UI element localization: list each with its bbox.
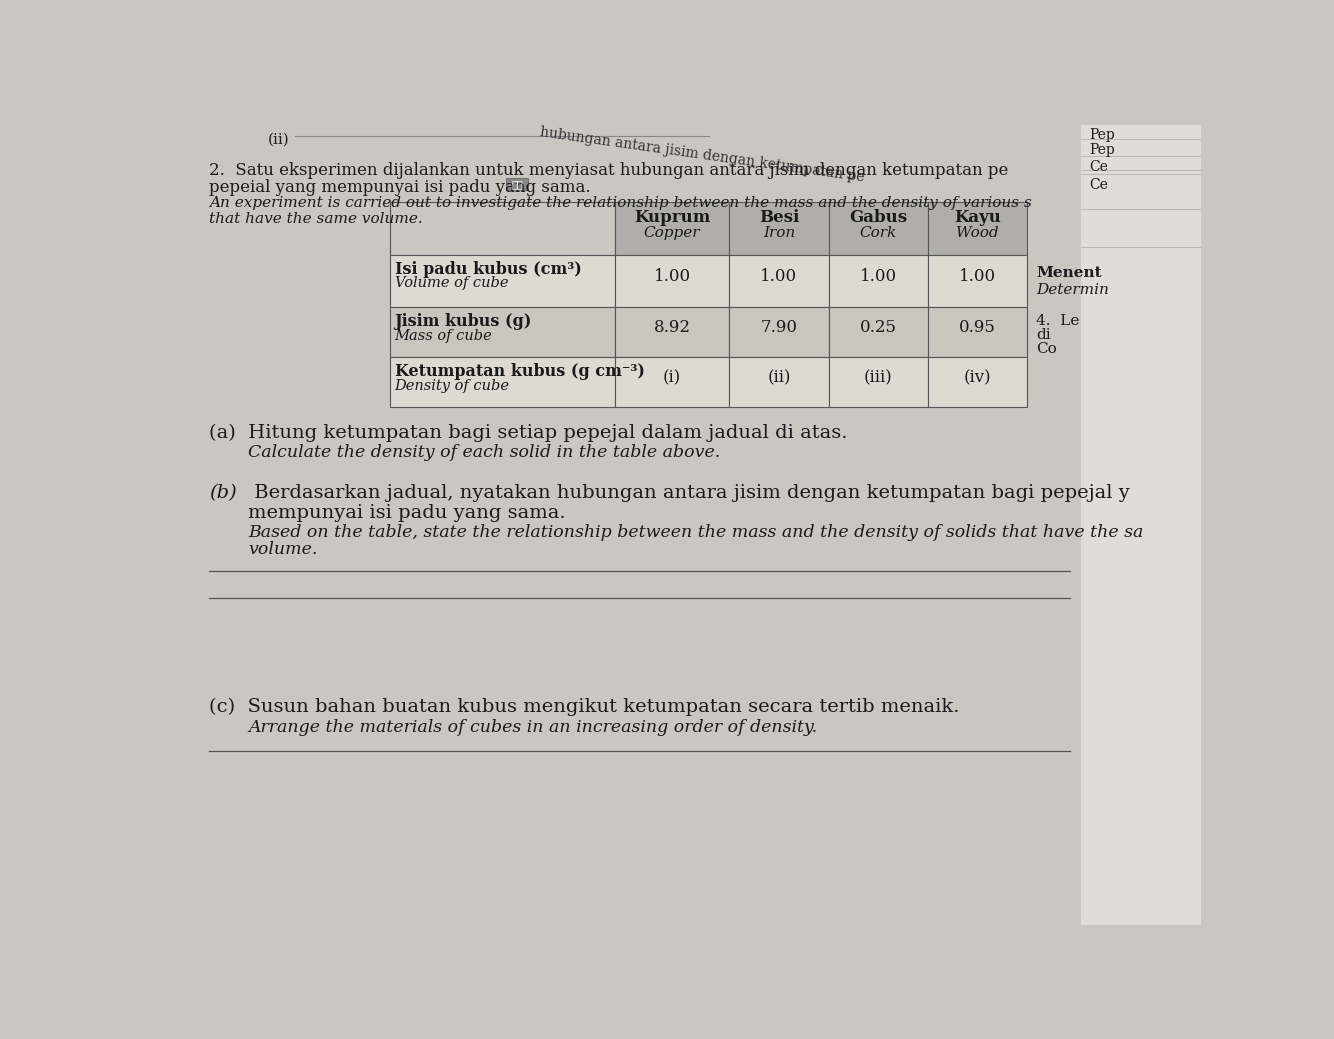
Text: Iron: Iron [763, 225, 795, 240]
Text: 1.00: 1.00 [959, 268, 996, 285]
Text: 1.00: 1.00 [760, 268, 798, 285]
Text: di: di [1037, 328, 1051, 342]
Text: Ketumpatan kubus (g cm⁻³): Ketumpatan kubus (g cm⁻³) [395, 364, 644, 380]
Bar [1082, 125, 1201, 925]
Bar [928, 357, 1027, 407]
Bar [390, 203, 615, 255]
Text: 7.90: 7.90 [760, 319, 798, 336]
Bar [615, 357, 730, 407]
Text: Density of cube: Density of cube [395, 379, 510, 393]
Text: (iii): (iii) [864, 369, 892, 387]
Text: Besi: Besi [759, 209, 799, 225]
Text: Ce: Ce [1089, 178, 1107, 192]
Text: Kayu: Kayu [954, 209, 1000, 225]
Text: Ce: Ce [1089, 160, 1107, 175]
Text: Arrange the materials of cubes in an increasing order of density.: Arrange the materials of cubes in an inc… [248, 719, 818, 736]
Text: 4.  Le: 4. Le [1037, 315, 1079, 328]
Text: Wood: Wood [956, 225, 999, 240]
Text: pepeial yang mempunyai isi padu yang sama.: pepeial yang mempunyai isi padu yang sam… [209, 180, 591, 196]
Bar [928, 203, 1027, 255]
Text: Berdasarkan jadual, nyatakan hubungan antara jisim dengan ketumpatan bagi pepeja: Berdasarkan jadual, nyatakan hubungan an… [248, 484, 1130, 502]
Bar [828, 357, 928, 407]
Text: (a)  Hitung ketumpatan bagi setiap pepejal dalam jadual di atas.: (a) Hitung ketumpatan bagi setiap pepeja… [209, 424, 848, 443]
Bar [506, 178, 528, 190]
Bar [828, 203, 928, 255]
Text: (c)  Susun bahan buatan kubus mengikut ketumpatan secara tertib menaik.: (c) Susun bahan buatan kubus mengikut ke… [209, 697, 960, 716]
Text: (b): (b) [209, 484, 237, 502]
Bar [828, 255, 928, 308]
Text: (ii): (ii) [767, 369, 791, 387]
Bar [615, 203, 730, 255]
Text: 2.  Satu eksperimen dijalankan untuk menyiasat hubungan antara jisim dengan ketu: 2. Satu eksperimen dijalankan untuk meny… [209, 162, 1009, 180]
Text: mempunyai isi padu yang sama.: mempunyai isi padu yang sama. [248, 504, 566, 523]
Text: Gabus: Gabus [850, 209, 907, 225]
Text: that have the same volume.: that have the same volume. [209, 212, 423, 225]
Text: (iv): (iv) [963, 369, 991, 387]
Text: Menent: Menent [1037, 266, 1102, 281]
Text: Mass of cube: Mass of cube [395, 328, 492, 343]
Text: An experiment is carried out to investigate the relationship between the mass an: An experiment is carried out to investig… [209, 196, 1033, 210]
Text: Co: Co [1037, 342, 1057, 356]
Bar [615, 255, 730, 308]
Text: 0.95: 0.95 [959, 319, 996, 336]
Text: Calculate the density of each solid in the table above.: Calculate the density of each solid in t… [248, 445, 720, 461]
Text: 1.00: 1.00 [859, 268, 896, 285]
Bar [730, 255, 828, 308]
Text: (ii): (ii) [268, 133, 289, 148]
Text: volume.: volume. [248, 541, 317, 558]
Text: 1.00: 1.00 [654, 268, 691, 285]
Bar [390, 308, 615, 357]
Bar [730, 203, 828, 255]
Text: (i): (i) [663, 369, 682, 387]
Bar [390, 255, 615, 308]
Text: Pep: Pep [1089, 143, 1115, 157]
Bar [730, 308, 828, 357]
Text: Pep: Pep [1089, 128, 1115, 141]
Text: Cork: Cork [859, 225, 896, 240]
Text: 0.25: 0.25 [859, 319, 896, 336]
Text: Isi padu kubus (cm³): Isi padu kubus (cm³) [395, 261, 582, 278]
Text: Jisim kubus (g): Jisim kubus (g) [395, 314, 532, 330]
Text: Volume of cube: Volume of cube [395, 276, 508, 290]
Bar [390, 357, 615, 407]
Text: hubungan antara jisim dengan ketumpatan pe: hubungan antara jisim dengan ketumpatan … [539, 126, 864, 185]
Bar [828, 308, 928, 357]
Text: Determin: Determin [1037, 284, 1109, 297]
Bar [730, 357, 828, 407]
Bar [928, 255, 1027, 308]
Bar [928, 308, 1027, 357]
Text: 8.92: 8.92 [654, 319, 691, 336]
Text: Copper: Copper [644, 225, 700, 240]
Text: Kuprum: Kuprum [634, 209, 710, 225]
Bar [615, 308, 730, 357]
Text: ⓘⓔ: ⓘⓔ [511, 179, 523, 189]
Text: Based on the table, state the relationship between the mass and the density of s: Based on the table, state the relationsh… [248, 525, 1143, 541]
